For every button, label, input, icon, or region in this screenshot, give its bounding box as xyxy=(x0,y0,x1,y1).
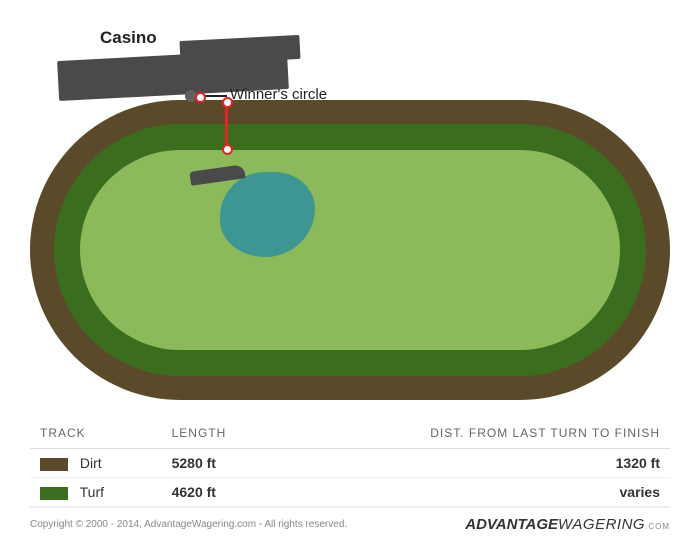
table-row: Turf 4620 ft varies xyxy=(30,478,670,507)
table-header-row: TRACK LENGTH DIST. FROM LAST TURN TO FIN… xyxy=(30,418,670,449)
footer: Copyright © 2000 - 2014, AdvantageWageri… xyxy=(30,507,670,533)
brand-thin: WAGERING xyxy=(558,516,645,533)
dirt-swatch xyxy=(40,458,68,471)
track-diagram-canvas: Casino Winner's circle TRACK LENGTH DIST… xyxy=(0,0,696,545)
track-length: 5280 ft xyxy=(162,449,279,478)
col-track: TRACK xyxy=(30,418,162,449)
table-row: Dirt 5280 ft 1320 ft xyxy=(30,449,670,478)
winners-circle-leader-line xyxy=(199,95,227,97)
track-stats-table: TRACK LENGTH DIST. FROM LAST TURN TO FIN… xyxy=(30,418,670,507)
brand-bold: ADVANTAGE xyxy=(465,516,558,533)
copyright-text: Copyright © 2000 - 2014, AdvantageWageri… xyxy=(30,519,347,530)
track-distance: varies xyxy=(279,478,670,507)
brand-logo: ADVANTAGEWAGERING.COM xyxy=(465,516,670,533)
track-distance: 1320 ft xyxy=(279,449,670,478)
finish-line-marker-top xyxy=(222,97,233,108)
turf-swatch xyxy=(40,487,68,500)
col-length: LENGTH xyxy=(162,418,279,449)
col-distance: DIST. FROM LAST TURN TO FINISH xyxy=(279,418,670,449)
track-name: Dirt xyxy=(80,455,102,471)
brand-suffix: .COM xyxy=(645,522,670,531)
finish-line-marker-bottom xyxy=(222,144,233,155)
casino-label: Casino xyxy=(100,28,157,48)
infield xyxy=(80,150,620,350)
track-length: 4620 ft xyxy=(162,478,279,507)
winners-circle-label: Winner's circle xyxy=(230,86,327,103)
track-name: Turf xyxy=(80,484,104,500)
